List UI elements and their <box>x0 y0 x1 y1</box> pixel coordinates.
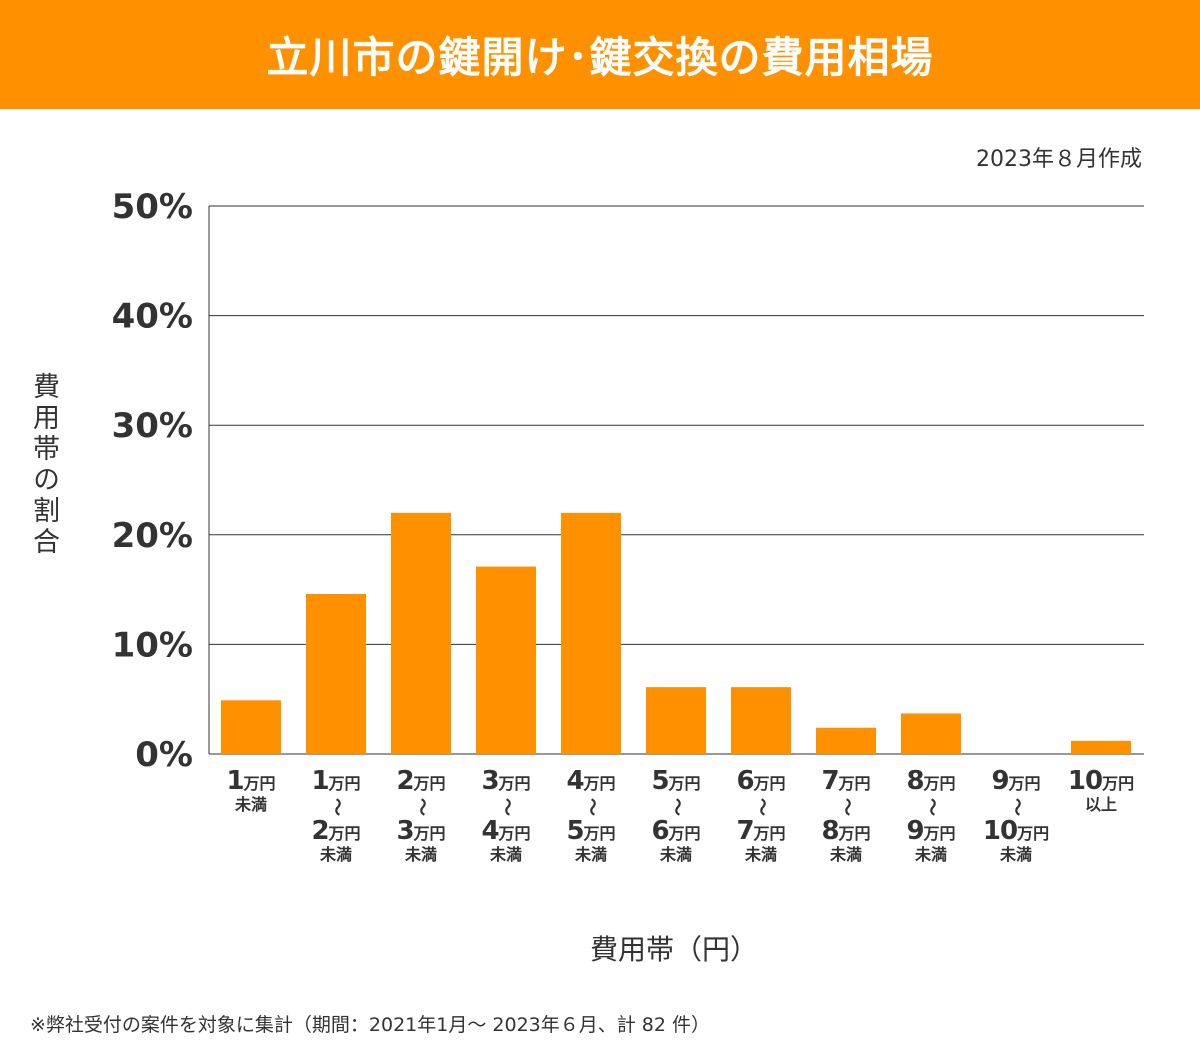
range-from-number: 1 <box>226 766 244 796</box>
range-to-unit: 万円 <box>583 824 616 843</box>
y-tick-label: 10% <box>112 625 193 665</box>
range-separator: ～ <box>411 798 432 816</box>
range-from-unit: 万円 <box>243 774 276 793</box>
x-tick-label: 7万円～ 8万円 未満 <box>804 768 888 863</box>
range-to-number: 9 <box>906 816 924 846</box>
range-to-number: 10 <box>982 816 1018 846</box>
range-separator: ～ <box>666 798 687 816</box>
range-to-number: 2 <box>311 816 329 846</box>
bar <box>901 713 961 754</box>
range-suffix: 未満 <box>659 845 692 864</box>
range-from-unit: 万円 <box>1008 774 1041 793</box>
bar <box>476 566 536 754</box>
range-from-number: 7 <box>821 766 839 796</box>
range-suffix: 未満 <box>404 845 437 864</box>
x-tick-label: 4万円～ 5万円 未満 <box>549 768 633 863</box>
y-tick-label: 50% <box>112 187 193 227</box>
range-separator: ～ <box>581 798 602 816</box>
range-from-number: 9 <box>991 766 1009 796</box>
x-tick-label: 1万円未満 <box>209 768 293 813</box>
range-from-unit: 万円 <box>923 774 956 793</box>
y-axis-label: 費用帯の割合 <box>28 372 59 558</box>
x-tick-label: 6万円～ 7万円 未満 <box>719 768 803 863</box>
x-tick-label: 1万円～ 2万円 未満 <box>294 768 378 863</box>
x-tick-label: 5万円～ 6万円 未満 <box>634 768 718 863</box>
bar <box>221 700 281 754</box>
bar <box>816 727 876 754</box>
x-tick-label: 3万円～ 4万円 未満 <box>464 768 548 863</box>
bar <box>561 512 621 754</box>
y-tick-label: 20% <box>112 516 193 556</box>
range-from-number: 4 <box>566 766 584 796</box>
range-to-number: 6 <box>651 816 669 846</box>
range-suffix: 以上 <box>1084 795 1117 814</box>
range-from-unit: 万円 <box>838 774 871 793</box>
range-to-unit: 万円 <box>1017 824 1050 843</box>
range-separator: ～ <box>751 798 772 816</box>
range-from-number: 6 <box>736 766 754 796</box>
range-to-unit: 万円 <box>923 824 956 843</box>
range-suffix: 未満 <box>234 795 267 814</box>
bar <box>391 512 451 754</box>
range-from-unit: 万円 <box>583 774 616 793</box>
range-from-unit: 万円 <box>668 774 701 793</box>
range-from-number: 2 <box>396 766 414 796</box>
x-axis-label: 費用帯（円） <box>590 933 759 966</box>
range-from-unit: 万円 <box>1102 774 1135 793</box>
range-to-unit: 万円 <box>328 824 361 843</box>
range-suffix: 未満 <box>744 845 777 864</box>
range-from-unit: 万円 <box>498 774 531 793</box>
footnote: ※弊社受付の案件を対象に集計（期間：2021年1月～ 2023年６月、計 82 … <box>30 1014 711 1036</box>
range-to-number: 4 <box>481 816 499 846</box>
x-tick-label: 9万円～ 10万円 未満 <box>974 768 1058 863</box>
range-suffix: 未満 <box>914 845 947 864</box>
range-from-number: 8 <box>906 766 924 796</box>
range-from-number: 1 <box>311 766 329 796</box>
bar <box>646 687 706 754</box>
range-to-number: 5 <box>566 816 584 846</box>
range-suffix: 未満 <box>574 845 607 864</box>
x-tick-label: 8万円～ 9万円 未満 <box>889 768 973 863</box>
range-suffix: 未満 <box>319 845 352 864</box>
y-tick-label: 40% <box>112 297 193 337</box>
range-suffix: 未満 <box>829 845 862 864</box>
range-to-unit: 万円 <box>838 824 871 843</box>
range-suffix: 未満 <box>999 845 1032 864</box>
bar <box>731 687 791 754</box>
range-separator: ～ <box>921 798 942 816</box>
range-from-unit: 万円 <box>328 774 361 793</box>
range-separator: ～ <box>326 798 347 816</box>
created-date: 2023年８月作成 <box>976 147 1142 172</box>
range-to-unit: 万円 <box>413 824 446 843</box>
y-tick-label: 30% <box>112 406 193 446</box>
range-separator: ～ <box>836 798 857 816</box>
range-to-number: 3 <box>396 816 414 846</box>
range-from-unit: 万円 <box>413 774 446 793</box>
range-to-unit: 万円 <box>668 824 701 843</box>
range-to-number: 7 <box>736 816 754 846</box>
range-from-number: 3 <box>481 766 499 796</box>
bar <box>1071 740 1131 754</box>
chart-title-banner: 立川市の鍵開け･鍵交換の費用相場 <box>0 0 1200 109</box>
range-to-unit: 万円 <box>498 824 531 843</box>
range-separator: ～ <box>496 798 517 816</box>
range-from-unit: 万円 <box>753 774 786 793</box>
x-tick-label: 10万円以上 <box>1059 768 1143 813</box>
bar <box>306 593 366 754</box>
range-suffix: 未満 <box>489 845 522 864</box>
range-from-number: 10 <box>1067 766 1103 796</box>
range-to-unit: 万円 <box>753 824 786 843</box>
range-from-number: 5 <box>651 766 669 796</box>
x-tick-label: 2万円～ 3万円 未満 <box>379 768 463 863</box>
y-tick-label: 0% <box>135 735 193 775</box>
range-separator: ～ <box>1006 798 1027 816</box>
range-to-number: 8 <box>821 816 839 846</box>
